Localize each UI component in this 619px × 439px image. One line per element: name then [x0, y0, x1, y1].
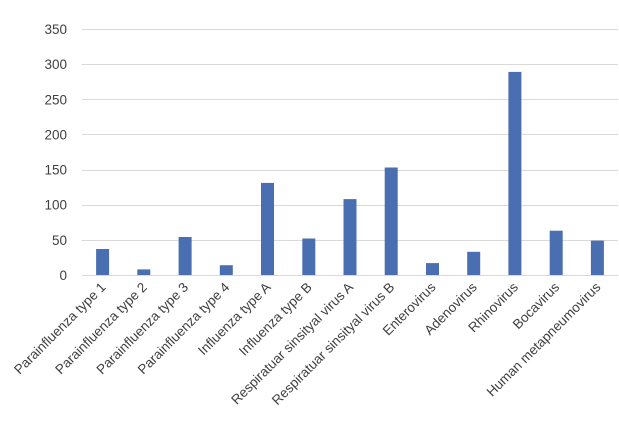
- x-category-label: Influenza type B: [236, 280, 315, 359]
- bar: [384, 167, 398, 275]
- bar: [426, 263, 439, 275]
- y-tick-label: 100: [44, 198, 67, 213]
- y-tick-label: 50: [52, 233, 67, 248]
- bar: [590, 240, 604, 275]
- y-tick-label: 300: [44, 57, 67, 72]
- y-axis-tick-labels: 0 50 100 150 200 250 300 350: [44, 22, 67, 283]
- bar: [302, 238, 316, 275]
- bar: [261, 182, 274, 275]
- bar: [137, 269, 151, 275]
- bar: [219, 265, 233, 275]
- y-tick-label: 350: [44, 22, 67, 37]
- bar: [343, 199, 357, 275]
- bar: [467, 251, 481, 275]
- x-category-label: Influenza type A: [195, 280, 274, 359]
- bars: [96, 71, 604, 276]
- y-tick-label: 150: [44, 163, 67, 178]
- y-tick-label: 250: [44, 92, 67, 107]
- bar: [96, 249, 110, 275]
- y-tick-label: 200: [44, 127, 67, 142]
- y-tick-label: 0: [59, 268, 67, 283]
- bar: [508, 71, 522, 276]
- bar: [549, 230, 563, 275]
- bar: [178, 237, 192, 275]
